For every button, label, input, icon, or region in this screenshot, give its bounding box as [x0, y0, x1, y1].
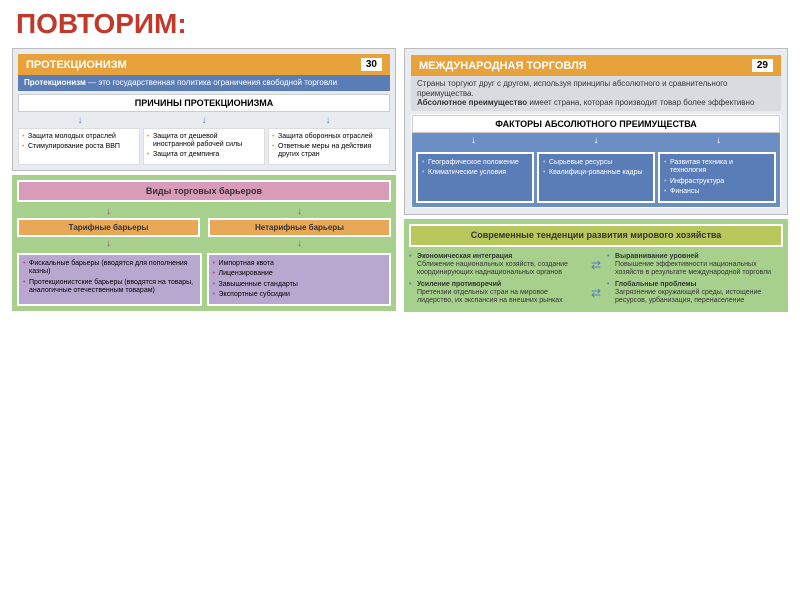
tariff-list: Фискальные барьеры (вводятся для пополне… — [17, 253, 202, 307]
arrow-down-icon: ↓ — [78, 115, 83, 126]
list-item: Экспортные субсидии — [213, 290, 386, 300]
definition: Протекционизм — это государственная поли… — [18, 75, 390, 91]
trends-left: Экономическая интеграцияСближение национ… — [409, 251, 585, 307]
reason-item: Защита оборонных отраслей — [272, 132, 386, 142]
trend-head: Глобальные проблемы — [615, 281, 697, 288]
trend-item: Усиление противоречийПретензии отдельных… — [409, 279, 585, 307]
trend-head: Экономическая интеграция — [417, 253, 512, 260]
right-column: МЕЖДУНАРОДНАЯ ТОРГОВЛЯ 29 Страны торгуют… — [404, 48, 788, 312]
arrows-row: ↓ ↓ ↓ — [412, 135, 780, 146]
trend-text: Загрязнение окружающей среды, истощение … — [615, 289, 761, 304]
factor-item: Сырьевые ресурсы — [543, 158, 649, 168]
factor-item: Климатические условия — [422, 168, 528, 178]
list-item: Протекционистские барьеры (вводятся на т… — [23, 278, 196, 297]
factors-grid: Географическое положение Климатические у… — [412, 148, 780, 208]
intro-line1: Страны торгуют друг с другом, используя … — [417, 79, 727, 98]
reason-col: Защита от дешевой иностранной рабочей си… — [143, 128, 265, 165]
intro-bold: Абсолютное преимущество — [417, 98, 527, 107]
mid-arrows: ⇄ ⇄ — [589, 251, 603, 307]
list-item: Завышенные стандарты — [213, 280, 386, 290]
list-item: Импортная квота — [213, 259, 386, 269]
arrows-row: ↓ ↓ ↓ — [18, 115, 390, 126]
protectionism-panel: ПРОТЕКЦИОНИЗМ 30 Протекционизм — это гос… — [12, 48, 396, 171]
factor-col: Развитая техника и технология Инфраструк… — [658, 152, 776, 204]
main-title: ПОВТОРИМ: — [0, 0, 800, 48]
factor-col: Географическое положение Климатические у… — [416, 152, 534, 204]
factor-item: Финансы — [664, 187, 770, 197]
left-header: ПРОТЕКЦИОНИЗМ 30 — [18, 54, 390, 75]
reason-item: Стимулирование роста ВВП — [22, 142, 136, 152]
reason-item: Ответные меры на действия других стран — [272, 142, 386, 161]
nontariff-box: Нетарифные барьеры — [208, 218, 391, 237]
arrow-down-icon: ↓ — [208, 206, 391, 217]
arrow-down-icon: ↓ — [326, 115, 331, 126]
barriers-title: Виды торговых барьеров — [17, 180, 391, 202]
reasons-grid: Защита молодых отраслей Стимулирование р… — [18, 128, 390, 165]
factor-item: Географическое положение — [422, 158, 528, 168]
reasons-title: ПРИЧИНЫ ПРОТЕКЦИОНИЗМА — [18, 94, 390, 112]
arrow-down-icon: ↓ — [593, 135, 598, 146]
content-wrap: ПРОТЕКЦИОНИЗМ 30 Протекционизм — это гос… — [0, 48, 800, 312]
factors-block: ФАКТОРЫ АБСОЛЮТНОГО ПРЕИМУЩЕСТВА ↓ ↓ ↓ Г… — [411, 114, 781, 209]
trend-head: Усиление противоречий — [417, 281, 501, 288]
trend-text: Повышение эффективности национальных хоз… — [615, 261, 771, 276]
arrow-lr-icon: ⇄ — [591, 287, 601, 299]
trends-title: Современные тенденции развития мирового … — [409, 224, 783, 247]
trade-panel: МЕЖДУНАРОДНАЯ ТОРГОВЛЯ 29 Страны торгуют… — [404, 48, 788, 215]
right-header: МЕЖДУНАРОДНАЯ ТОРГОВЛЯ 29 — [411, 55, 781, 76]
arrow-down-icon: ↓ — [17, 238, 200, 249]
arrow-down-icon: ↓ — [471, 135, 476, 146]
nontariff-list: Импортная квота Лицензирование Завышенны… — [207, 253, 392, 307]
reason-item: Защита от дешевой иностранной рабочей си… — [147, 132, 261, 151]
intro-rest: имеет страна, которая производит товар б… — [527, 98, 754, 107]
trend-text: Сближение национальных хозяйств, создани… — [417, 261, 568, 276]
list-item: Фискальные барьеры (вводятся для пополне… — [23, 259, 196, 278]
factor-item: Развитая техника и технология — [664, 158, 770, 177]
trend-item: Экономическая интеграцияСближение национ… — [409, 251, 585, 279]
tariff-box: Тарифные барьеры — [17, 218, 200, 237]
def-text: — это государственная политика ограничен… — [86, 78, 337, 87]
arrow-down-icon: ↓ — [716, 135, 721, 146]
left-title: ПРОТЕКЦИОНИЗМ — [26, 59, 127, 71]
factor-item: Квалифици-рованные кадры — [543, 168, 649, 178]
barrier-types: ↓ Тарифные барьеры ↓ ↓ Нетарифные барьер… — [17, 205, 391, 250]
trend-text: Претензии отдельных стран на мировое лид… — [417, 289, 563, 304]
reason-item: Защита молодых отраслей — [22, 132, 136, 142]
right-page: 29 — [752, 59, 773, 72]
intro-text: Страны торгуют друг с другом, используя … — [411, 76, 781, 111]
factors-title: ФАКТОРЫ АБСОЛЮТНОГО ПРЕИМУЩЕСТВА — [412, 115, 780, 133]
trends-grid: Экономическая интеграцияСближение национ… — [409, 251, 783, 307]
trend-item: Глобальные проблемыЗагрязнение окружающе… — [607, 279, 783, 307]
trends-panel: Современные тенденции развития мирового … — [404, 219, 788, 312]
reason-item: Защита от демпинга — [147, 150, 261, 160]
reason-col: Защита оборонных отраслей Ответные меры … — [268, 128, 390, 165]
arrow-lr-icon: ⇄ — [591, 259, 601, 271]
left-page: 30 — [361, 58, 382, 71]
trend-head: Выравнивание уровней — [615, 253, 699, 260]
barrier-details: Фискальные барьеры (вводятся для пополне… — [17, 253, 391, 307]
def-term: Протекционизм — [24, 78, 86, 87]
arrow-down-icon: ↓ — [208, 238, 391, 249]
arrow-down-icon: ↓ — [202, 115, 207, 126]
trends-right: Выравнивание уровнейПовышение эффективно… — [607, 251, 783, 307]
left-column: ПРОТЕКЦИОНИЗМ 30 Протекционизм — это гос… — [12, 48, 396, 312]
barriers-panel: Виды торговых барьеров ↓ Тарифные барьер… — [12, 175, 396, 312]
right-title: МЕЖДУНАРОДНАЯ ТОРГОВЛЯ — [419, 60, 587, 72]
list-item: Лицензирование — [213, 269, 386, 279]
arrow-down-icon: ↓ — [17, 206, 200, 217]
trend-item: Выравнивание уровнейПовышение эффективно… — [607, 251, 783, 279]
factor-item: Инфраструктура — [664, 177, 770, 187]
factor-col: Сырьевые ресурсы Квалифици-рованные кадр… — [537, 152, 655, 204]
reason-col: Защита молодых отраслей Стимулирование р… — [18, 128, 140, 165]
